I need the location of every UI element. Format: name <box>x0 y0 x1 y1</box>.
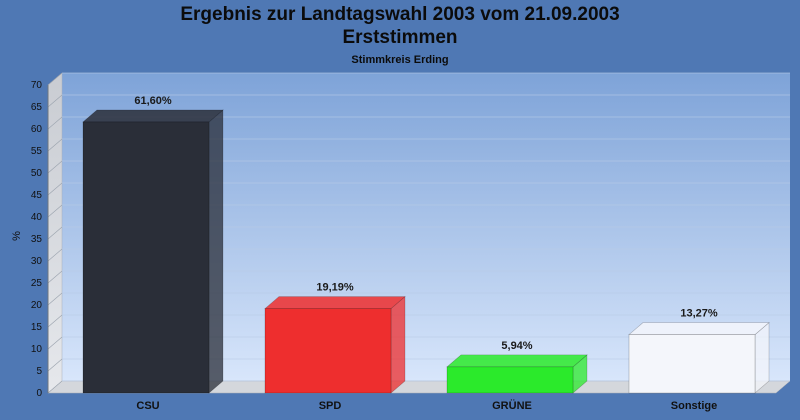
gridline-side <box>47 72 63 86</box>
gridline-side <box>47 336 63 350</box>
y-tick-label: 70 <box>31 80 43 91</box>
bar-top <box>264 296 406 309</box>
y-tick-label: 15 <box>31 322 43 333</box>
x-tick-label: CSU <box>136 400 159 412</box>
y-tick-label: 65 <box>31 102 43 113</box>
bar-side <box>390 295 406 394</box>
gridline-side <box>47 204 63 218</box>
x-tick-label: SPD <box>319 400 342 412</box>
data-label: 13,27% <box>680 308 718 320</box>
y-tick-label: 50 <box>31 168 43 179</box>
y-tick-label: 40 <box>31 212 43 223</box>
gridline-side <box>47 116 63 130</box>
bar-side <box>208 109 224 394</box>
y-tick-label: 10 <box>31 344 43 355</box>
data-label: 19,19% <box>316 282 354 294</box>
y-tick-label: 45 <box>31 190 43 201</box>
x-tick-label: GRÜNE <box>492 399 532 412</box>
y-tick-label: 60 <box>31 124 43 135</box>
y-tick-label: 30 <box>31 256 43 267</box>
bar[interactable] <box>446 366 574 394</box>
gridline-side <box>47 182 63 196</box>
bar[interactable] <box>628 334 756 394</box>
gridline-side <box>47 380 63 394</box>
y-tick-label: 55 <box>31 146 43 157</box>
gridline-side <box>47 270 63 284</box>
y-tick-label: 35 <box>31 234 43 245</box>
y-axis-label: % <box>11 231 23 241</box>
y-tick-label: 5 <box>36 366 42 377</box>
gridline-side <box>47 358 63 372</box>
chart-subtitle: Erststimmen <box>342 27 458 48</box>
y-tick-label: 20 <box>31 300 43 311</box>
x-tick-label: Sonstige <box>671 400 717 412</box>
y-tick-label: 25 <box>31 278 43 289</box>
bar-top <box>446 354 588 368</box>
bar[interactable] <box>264 308 392 394</box>
y-tick-label: 0 <box>36 388 42 399</box>
data-label: 5,94% <box>501 340 532 352</box>
gridline-side <box>47 248 63 262</box>
gridline-side <box>47 94 63 108</box>
gridline-side <box>47 226 63 240</box>
gridline-side <box>47 314 63 328</box>
chart-subsubtitle: Stimmkreis Erding <box>351 54 449 66</box>
chart-title: Ergebnis zur Landtagswahl 2003 vom 21.09… <box>180 4 620 25</box>
bar-top <box>82 109 224 123</box>
bar-top <box>628 322 770 335</box>
bar[interactable] <box>82 121 210 394</box>
data-label: 61,60% <box>134 95 172 107</box>
gridline-side <box>47 292 63 306</box>
gridline-side <box>47 160 63 174</box>
gridline-side <box>47 138 63 152</box>
